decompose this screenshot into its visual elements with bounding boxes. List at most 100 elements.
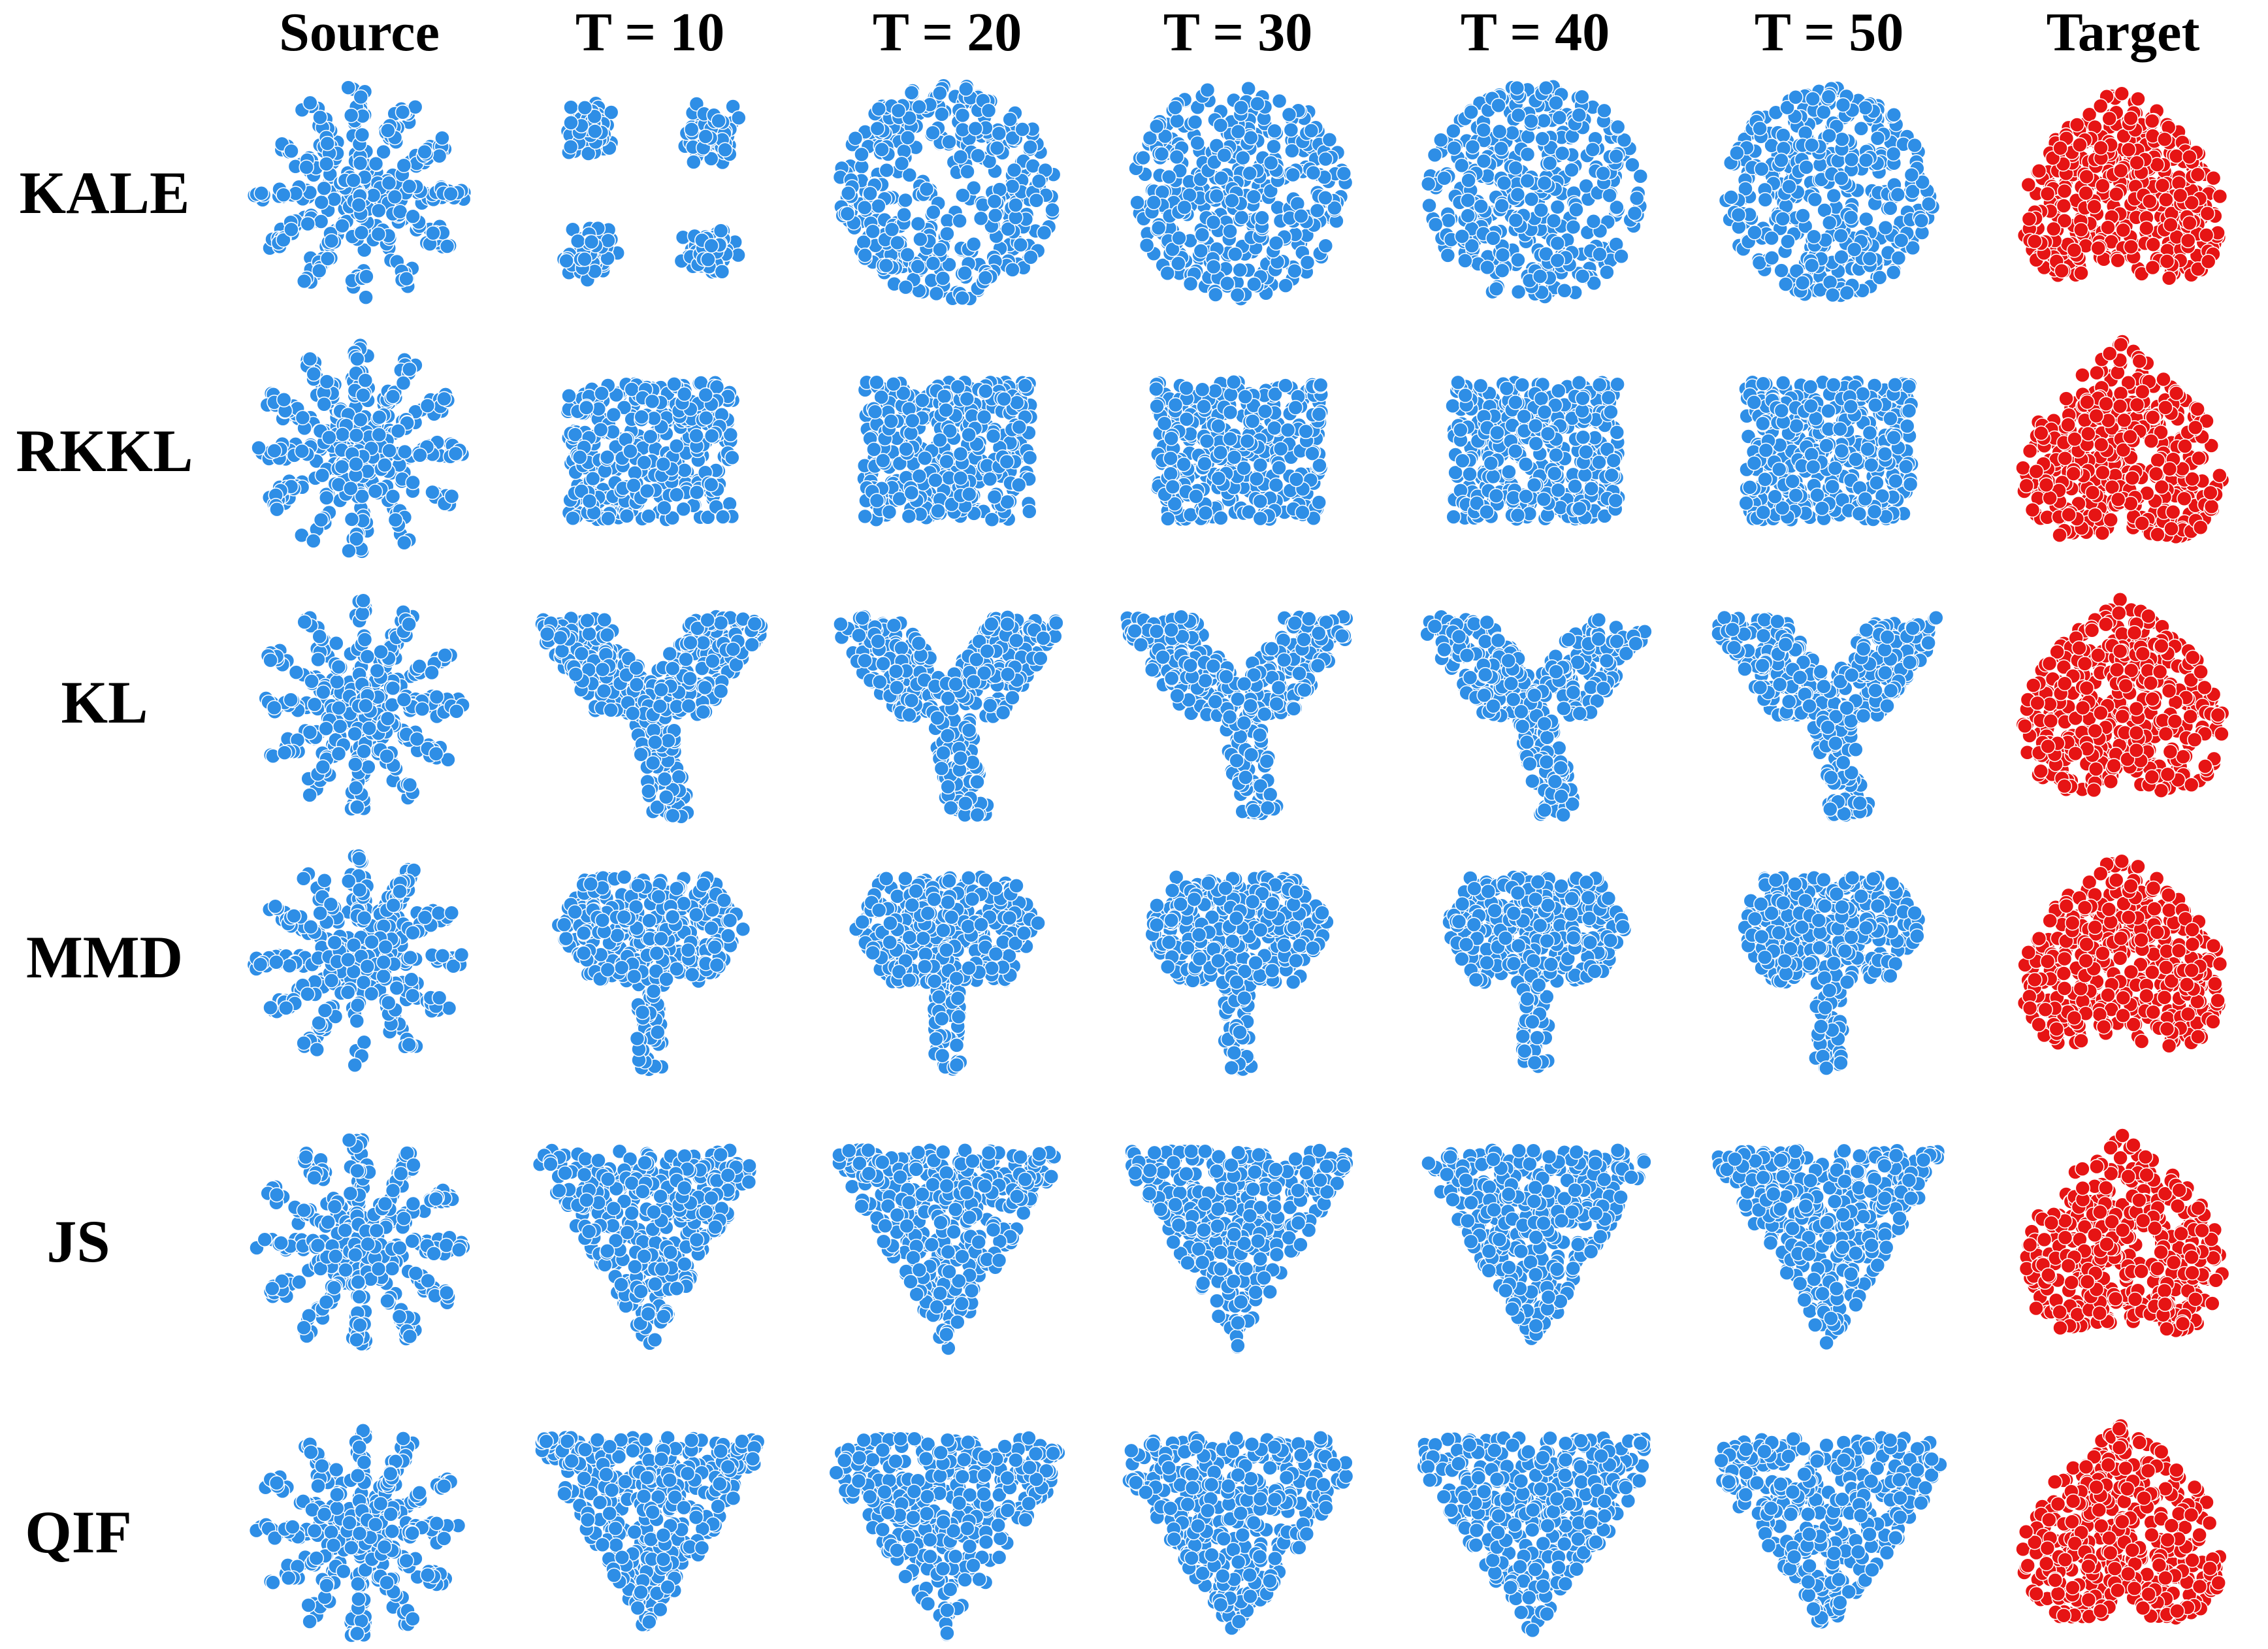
- data-point: [1298, 423, 1314, 440]
- data-point: [1227, 246, 1243, 262]
- scatter-panel-rkkl-4: [1445, 374, 1626, 527]
- data-point: [385, 389, 401, 404]
- data-point: [1008, 197, 1024, 213]
- data-point: [1163, 466, 1178, 482]
- data-point: [1508, 443, 1523, 459]
- data-point: [2090, 240, 2106, 256]
- data-point: [2039, 186, 2056, 202]
- data-point: [1017, 378, 1033, 393]
- data-point: [600, 510, 616, 527]
- data-point: [1534, 131, 1550, 147]
- data-point: [1212, 118, 1229, 133]
- data-point: [395, 375, 412, 391]
- data-point: [371, 427, 387, 443]
- data-point: [1834, 171, 1849, 186]
- data-point: [698, 387, 714, 403]
- data-point: [1149, 399, 1165, 414]
- data-point: [316, 180, 332, 197]
- data-point: [1746, 395, 1762, 410]
- data-point: [1461, 172, 1476, 188]
- data-point: [2027, 233, 2043, 250]
- data-point: [314, 467, 331, 483]
- data-point: [2115, 222, 2131, 238]
- data-point: [1161, 169, 1177, 185]
- data-point: [939, 453, 954, 470]
- data-point: [431, 148, 447, 164]
- data-point: [562, 139, 579, 155]
- data-point: [401, 178, 417, 195]
- data-point: [655, 456, 672, 472]
- data-point: [312, 109, 328, 125]
- data-point: [934, 106, 950, 122]
- data-point: [1268, 235, 1284, 251]
- data-point: [1794, 275, 1811, 291]
- data-point: [1460, 192, 1476, 208]
- data-point: [1171, 255, 1186, 272]
- data-point: [578, 400, 594, 416]
- data-point: [583, 234, 600, 250]
- data-point: [1495, 247, 1511, 263]
- data-point: [2123, 239, 2139, 255]
- data-point: [1178, 411, 1195, 427]
- data-point: [323, 233, 340, 249]
- data-point: [1863, 457, 1879, 473]
- data-point: [1595, 165, 1611, 182]
- data-point: [1176, 457, 1191, 472]
- data-point: [334, 459, 350, 475]
- data-point: [1508, 160, 1523, 176]
- data-point: [1803, 398, 1819, 414]
- data-point: [970, 148, 986, 163]
- data-point: [377, 457, 393, 473]
- data-point: [1767, 489, 1783, 504]
- data-point: [253, 185, 269, 201]
- data-point: [1190, 135, 1205, 151]
- data-point: [1222, 404, 1239, 421]
- data-point: [269, 501, 285, 517]
- data-point: [1886, 107, 1902, 123]
- data-point: [1244, 414, 1261, 429]
- data-point: [1609, 425, 1625, 440]
- data-point: [1877, 446, 1893, 462]
- data-point: [639, 483, 655, 499]
- data-point: [1508, 395, 1523, 410]
- data-point: [334, 427, 351, 442]
- data-point: [1628, 190, 1645, 206]
- data-point: [1514, 377, 1531, 393]
- data-point: [1446, 509, 1461, 525]
- data-point: [306, 366, 322, 382]
- data-point: [380, 123, 396, 139]
- data-point: [343, 107, 359, 123]
- data-point: [1510, 186, 1526, 203]
- data-point: [1278, 378, 1293, 393]
- data-point: [276, 392, 292, 408]
- data-point: [688, 484, 705, 500]
- data-point: [999, 453, 1015, 470]
- data-point: [1774, 263, 1789, 278]
- data-point: [1755, 416, 1771, 431]
- data-point: [359, 269, 374, 284]
- data-point: [2159, 253, 2175, 269]
- data-point: [1871, 270, 1888, 286]
- data-point: [2157, 131, 2173, 147]
- data-point: [1321, 132, 1338, 148]
- data-point: [1834, 249, 1849, 265]
- data-point: [1764, 250, 1780, 266]
- data-point: [358, 289, 374, 305]
- data-point: [1890, 187, 1906, 203]
- row-label-kl: KL: [61, 669, 148, 736]
- data-point: [1627, 205, 1643, 221]
- data-point: [1433, 132, 1449, 148]
- data-point: [883, 414, 899, 429]
- data-point: [300, 216, 316, 232]
- data-point: [1575, 390, 1591, 406]
- data-point: [1232, 262, 1248, 278]
- data-point: [713, 223, 729, 238]
- data-point: [2073, 265, 2089, 281]
- data-point: [2163, 217, 2179, 233]
- scatter-panel-kale-6: [2017, 86, 2228, 286]
- data-point: [2158, 192, 2174, 208]
- data-point: [898, 279, 914, 295]
- data-point: [1288, 472, 1304, 487]
- data-point: [936, 388, 952, 404]
